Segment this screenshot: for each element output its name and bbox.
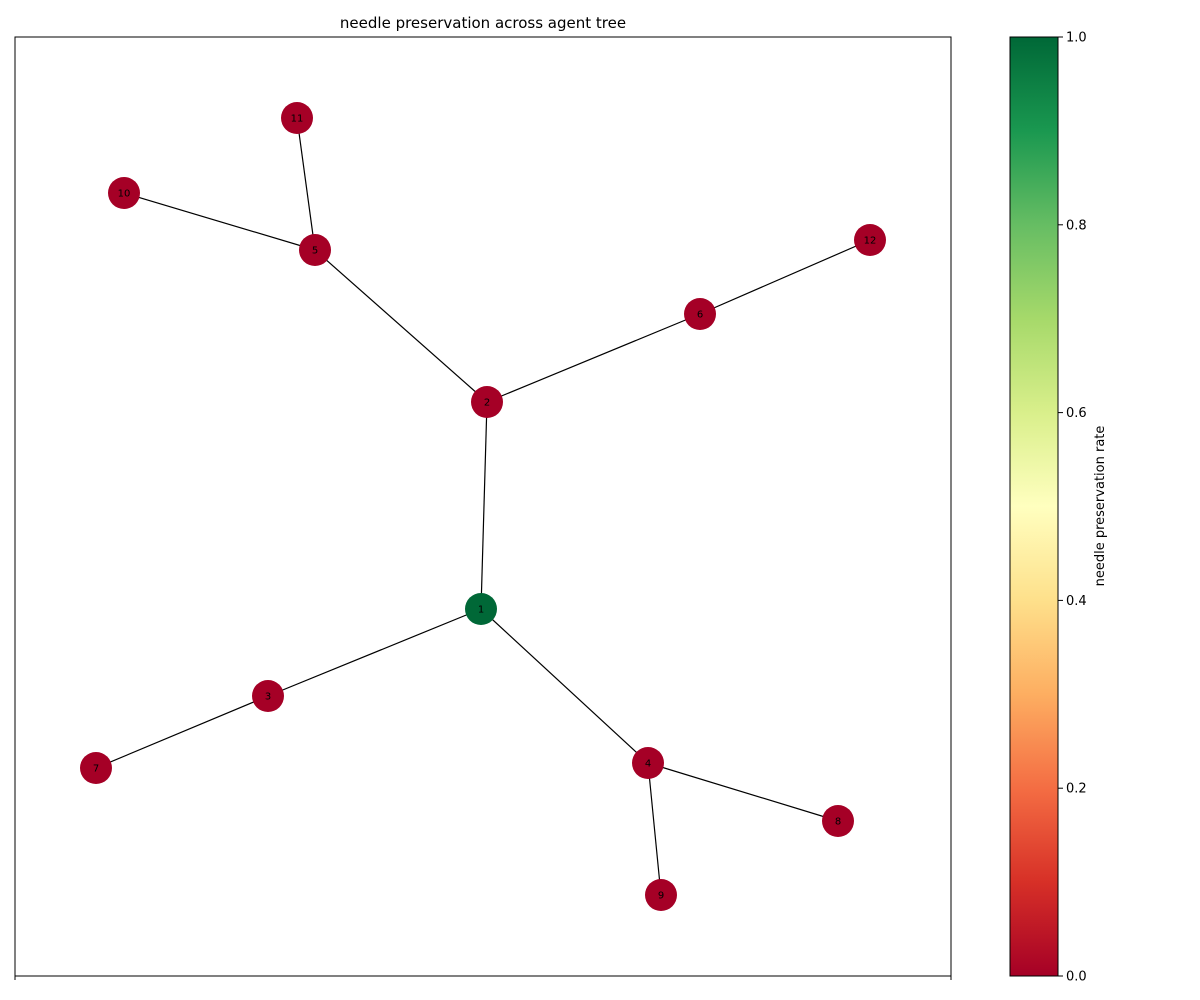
- node-label-12: 12: [864, 236, 877, 247]
- node-circle-4: [632, 747, 664, 779]
- node-7: 7: [80, 752, 112, 784]
- node-circle-8: [822, 805, 854, 837]
- node-circle-6: [684, 298, 716, 330]
- chart-title: needle preservation across agent tree: [340, 14, 626, 32]
- edge-1-4: [480, 608, 649, 764]
- edge-5-10: [123, 192, 316, 251]
- node-label-5: 5: [312, 246, 318, 257]
- edge-2-6: [486, 313, 701, 403]
- edge-1-2: [480, 401, 488, 610]
- colorbar-tick-label: 0.0: [1066, 970, 1087, 985]
- node-4: 4: [632, 747, 664, 779]
- node-label-8: 8: [835, 817, 841, 828]
- colorbar-tick-label: 0.4: [1066, 594, 1087, 609]
- colorbar-tick-label: 0.8: [1066, 218, 1087, 233]
- node-3: 3: [252, 680, 284, 712]
- node-label-4: 4: [645, 759, 651, 770]
- node-2: 2: [471, 386, 503, 418]
- node-circle-11: [281, 102, 313, 134]
- node-11: 11: [281, 102, 313, 134]
- node-label-11: 11: [291, 114, 304, 125]
- node-9: 9: [645, 879, 677, 911]
- plot-frame: [14, 36, 952, 977]
- node-circle-9: [645, 879, 677, 911]
- node-circle-5: [299, 234, 331, 266]
- edge-3-7: [95, 695, 269, 769]
- node-label-3: 3: [265, 692, 271, 703]
- edge-1-3: [267, 608, 482, 697]
- node-label-10: 10: [118, 189, 131, 200]
- edge-4-9: [647, 762, 662, 896]
- node-8: 8: [822, 805, 854, 837]
- colorbar: 0.0 0.2 0.4 0.6 0.8 1.0 needle preservation r…: [1009, 31, 1108, 985]
- colorbar-tick-label: 1.0: [1066, 31, 1087, 46]
- node-circle-2: [471, 386, 503, 418]
- node-circle-12: [854, 224, 886, 256]
- edge-4-8: [647, 762, 839, 822]
- colorbar-gradient: [1009, 36, 1059, 977]
- node-label-6: 6: [697, 310, 703, 321]
- node-label-9: 9: [658, 891, 664, 902]
- colorbar-tick-label: 0.6: [1066, 406, 1087, 421]
- node-circle-7: [80, 752, 112, 784]
- edge-6-12: [699, 239, 871, 315]
- node-6: 6: [684, 298, 716, 330]
- node-10: 10: [108, 177, 140, 209]
- node-5: 5: [299, 234, 331, 266]
- colorbar-ticks: 0.0 0.2 0.4 0.6 0.8 1.0: [1058, 31, 1087, 985]
- node-circle-1: [465, 593, 497, 625]
- node-circle-3: [252, 680, 284, 712]
- edges: [95, 117, 871, 896]
- node-label-7: 7: [93, 764, 99, 775]
- colorbar-label: needle preservation rate: [1093, 426, 1108, 587]
- node-label-2: 2: [484, 398, 490, 409]
- colorbar-tick-label: 0.2: [1066, 782, 1087, 797]
- node-1: 1: [465, 593, 497, 625]
- node-label-1: 1: [478, 605, 484, 616]
- edge-5-11: [296, 117, 316, 251]
- edge-2-5: [314, 249, 488, 403]
- node-circle-10: [108, 177, 140, 209]
- node-12: 12: [854, 224, 886, 256]
